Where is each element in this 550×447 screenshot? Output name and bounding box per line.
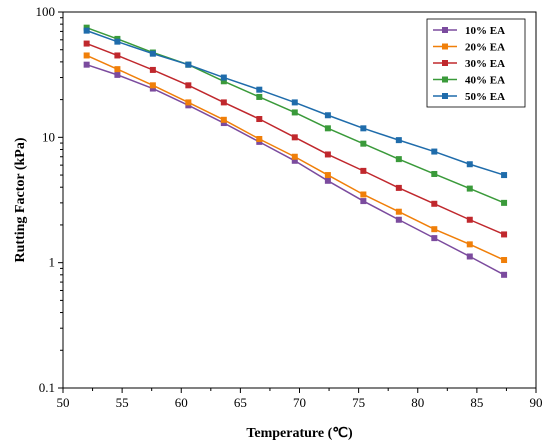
x-tick-label: 85	[470, 395, 483, 410]
data-point	[395, 137, 402, 144]
data-point	[291, 109, 298, 116]
data-point	[466, 161, 473, 168]
legend-label: 20% EA	[465, 42, 505, 54]
data-point	[83, 52, 90, 59]
data-point	[431, 200, 438, 207]
legend-item: 50% EA	[433, 91, 505, 103]
data-point	[431, 226, 438, 233]
data-point	[501, 172, 508, 179]
data-point	[360, 125, 367, 132]
x-tick-label: 50	[57, 395, 70, 410]
legend-label: 40% EA	[465, 75, 505, 87]
data-point	[324, 177, 331, 184]
series-3	[83, 40, 508, 238]
legend: 10% EA 20% EA 30% EA 40% EA 50% EA	[426, 18, 526, 108]
data-point	[185, 82, 192, 89]
x-tick-label: 60	[175, 395, 188, 410]
legend-item: 10% EA	[433, 25, 505, 37]
data-point	[431, 235, 438, 242]
data-point	[360, 140, 367, 147]
legend-marker	[442, 93, 448, 99]
data-point	[256, 86, 263, 93]
data-point	[431, 148, 438, 155]
x-tick-label: 65	[234, 395, 247, 410]
data-point	[324, 151, 331, 158]
data-point	[501, 199, 508, 206]
data-point	[501, 231, 508, 238]
data-point	[324, 125, 331, 132]
legend-marker	[442, 43, 448, 50]
data-point	[185, 99, 192, 106]
legend-label: 10% EA	[465, 25, 505, 37]
y-tick-label: 100	[36, 4, 56, 19]
series-layer	[83, 24, 508, 278]
data-point	[395, 156, 402, 163]
data-point	[114, 71, 121, 78]
data-point	[220, 116, 227, 123]
data-point	[185, 61, 192, 68]
data-point	[501, 271, 508, 278]
legend-marker	[442, 60, 448, 66]
data-point	[466, 241, 473, 248]
data-point	[501, 257, 508, 264]
x-tick-label: 55	[116, 395, 129, 410]
data-point	[395, 208, 402, 215]
data-point	[83, 27, 90, 34]
data-point	[291, 134, 298, 141]
data-point	[431, 170, 438, 177]
legend-marker	[442, 76, 448, 83]
y-tick-label: 0.1	[39, 380, 55, 395]
data-point	[149, 66, 156, 73]
legend-item: 20% EA	[433, 42, 505, 54]
data-point	[220, 78, 227, 85]
data-point	[149, 82, 156, 89]
data-point	[291, 153, 298, 160]
data-point	[360, 167, 367, 174]
data-point	[324, 112, 331, 119]
data-point	[256, 93, 263, 100]
data-point	[220, 74, 227, 81]
x-tick-label: 70	[293, 395, 306, 410]
data-point	[291, 157, 298, 164]
data-point	[360, 191, 367, 198]
data-point	[291, 99, 298, 106]
legend-item: 30% EA	[433, 58, 505, 70]
data-point	[324, 172, 331, 179]
data-point	[256, 116, 263, 123]
x-tick-label: 90	[530, 395, 543, 410]
data-point	[395, 216, 402, 223]
x-tick-label: 80	[411, 395, 424, 410]
data-point	[466, 216, 473, 223]
data-point	[466, 253, 473, 260]
series-5	[83, 27, 508, 179]
data-point	[256, 135, 263, 142]
data-point	[220, 99, 227, 106]
legend-marker	[442, 27, 448, 33]
axis-ticks: 50 55 60 65 70 75 80 85 90 0.1 1 10 100	[36, 4, 543, 410]
data-point	[360, 198, 367, 205]
data-point	[149, 85, 156, 92]
data-point	[149, 50, 156, 57]
data-point	[466, 185, 473, 192]
series-2	[83, 52, 508, 264]
data-point	[220, 120, 227, 127]
data-point	[114, 52, 121, 59]
x-axis-title: Temperature (℃)	[246, 426, 353, 441]
data-point	[83, 40, 90, 47]
legend-item: 40% EA	[433, 75, 505, 87]
x-tick-label: 75	[352, 395, 365, 410]
legend-label: 50% EA	[465, 91, 505, 103]
y-axis-title: Rutting Factor (kPa)	[13, 137, 28, 262]
y-tick-label: 1	[49, 255, 56, 270]
data-point	[114, 38, 121, 45]
y-tick-label: 10	[42, 129, 55, 144]
data-point	[395, 184, 402, 191]
legend-label: 30% EA	[465, 58, 505, 70]
data-point	[114, 66, 121, 73]
data-point	[83, 61, 90, 68]
